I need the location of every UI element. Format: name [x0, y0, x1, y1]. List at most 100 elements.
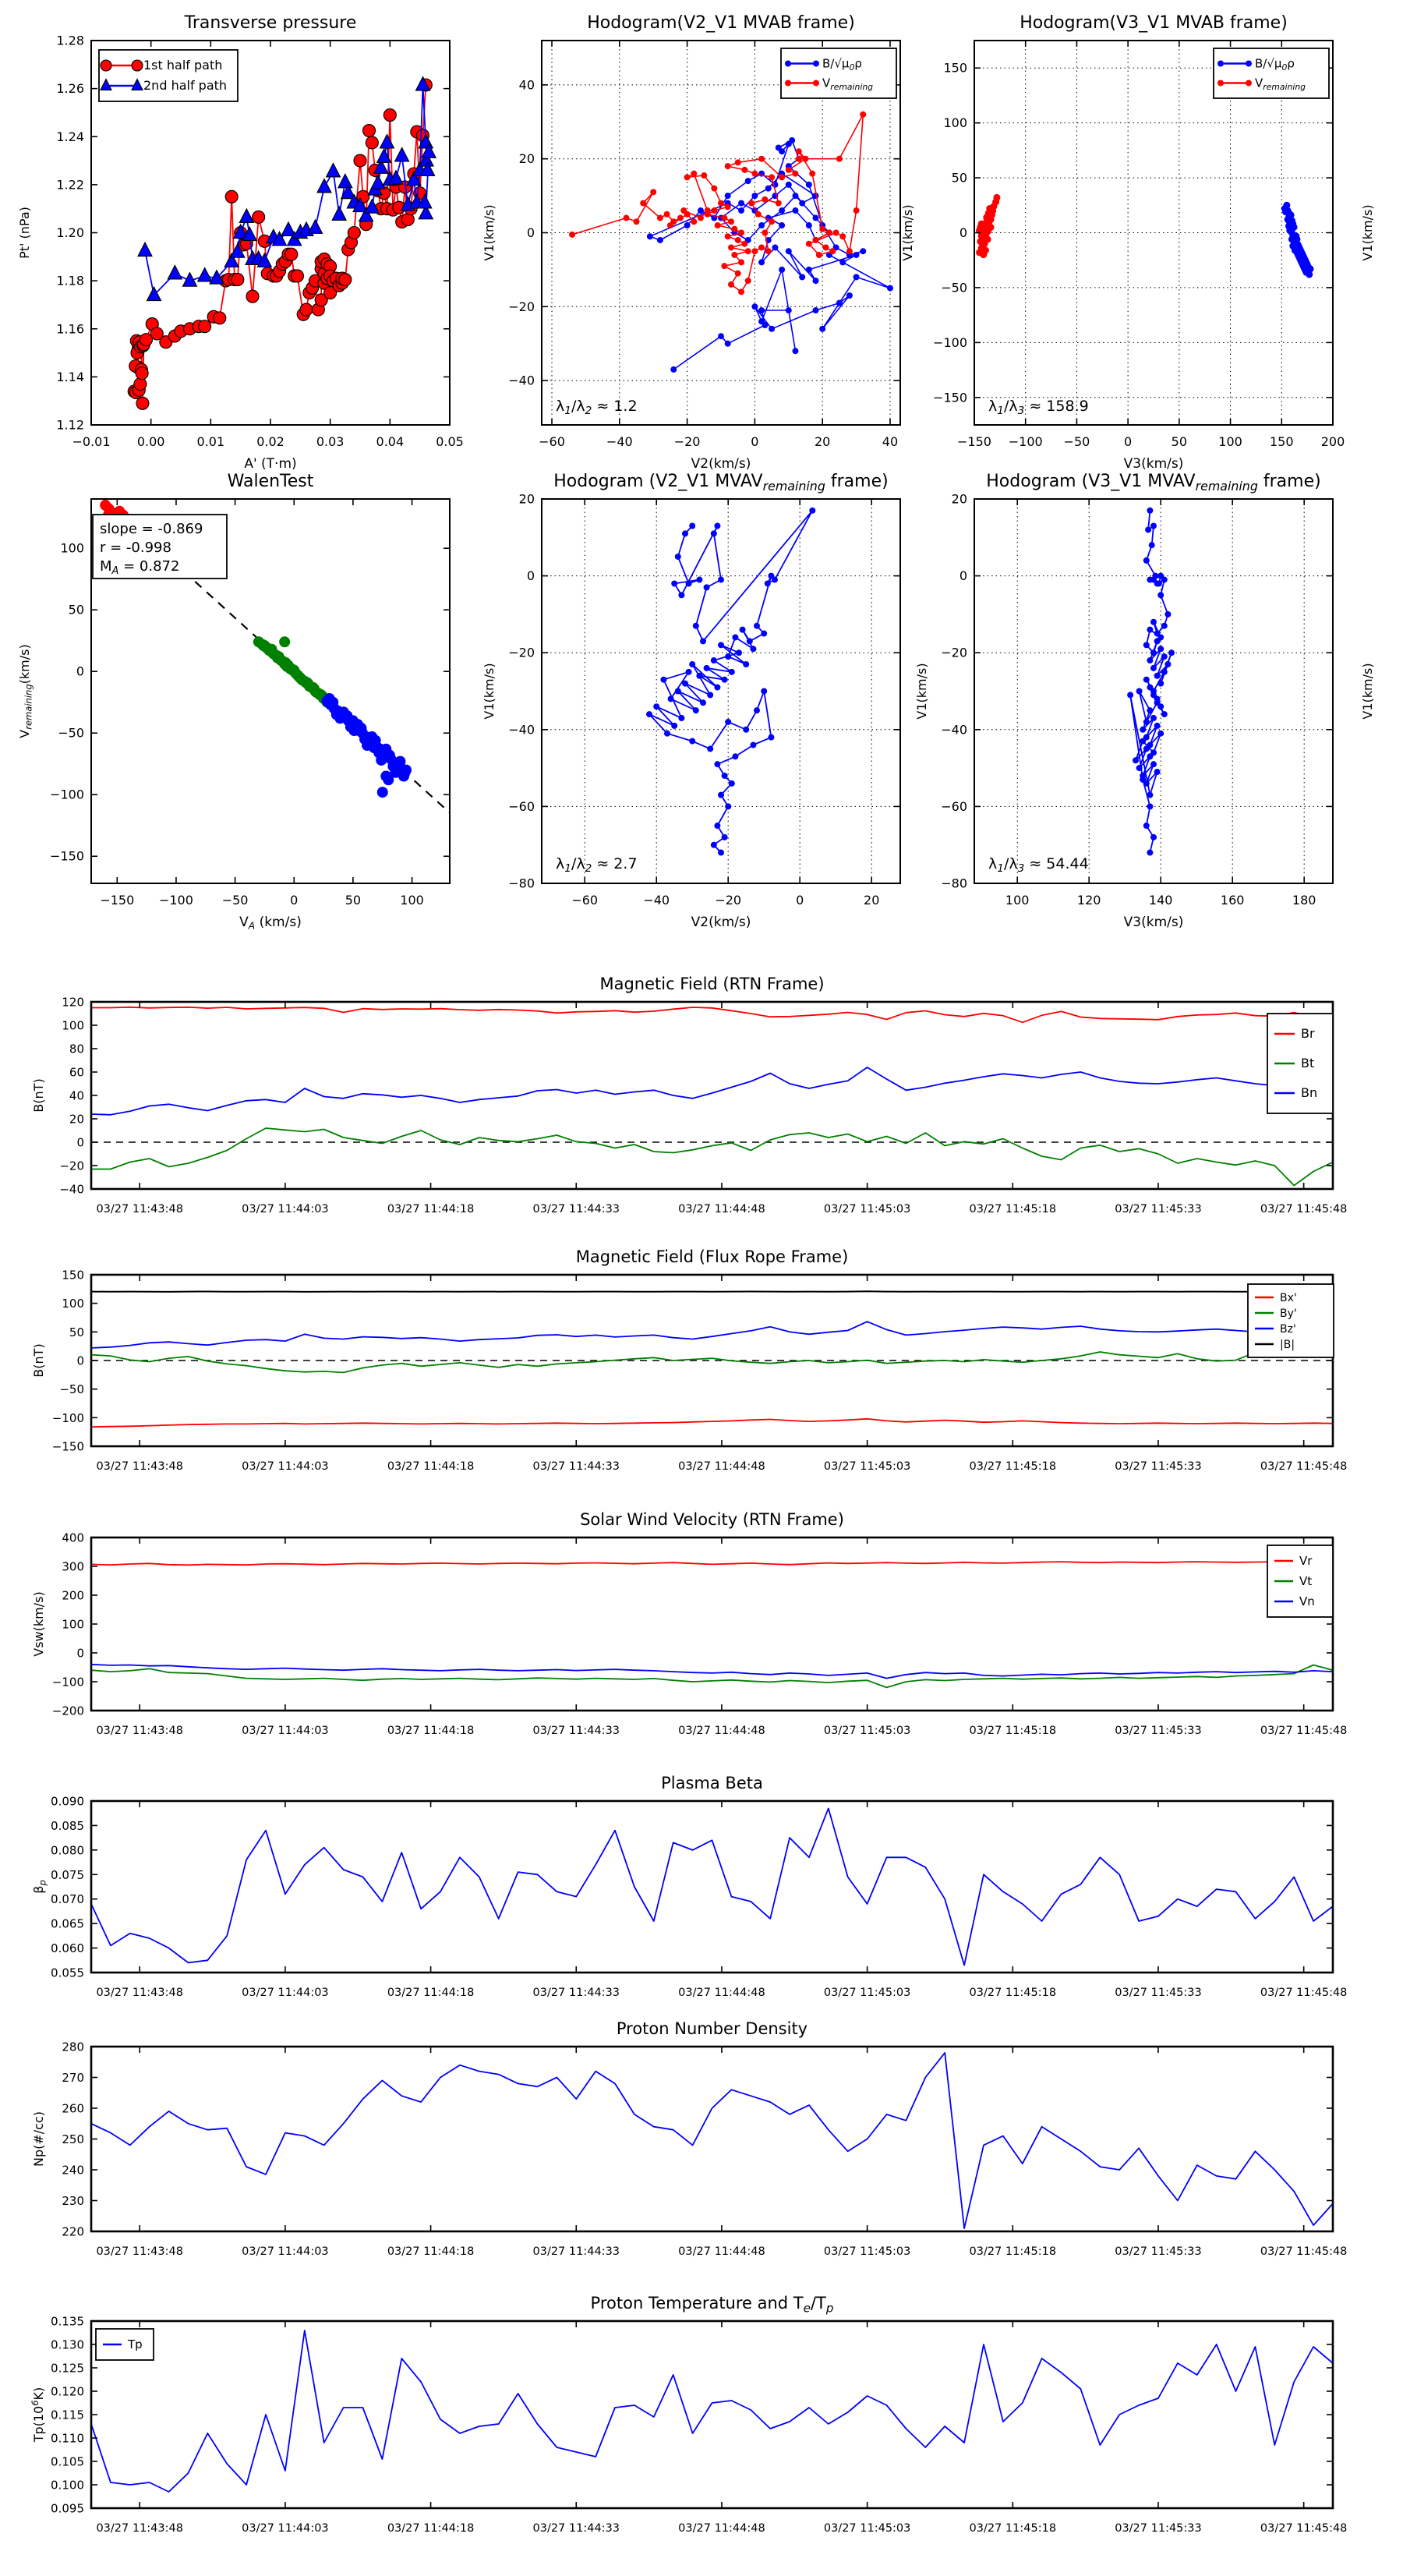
x-tick-label: 03/27 11:45:18	[970, 2522, 1057, 2535]
y-tick-label: −150	[52, 1440, 84, 1454]
y-tick-label: 0	[76, 664, 84, 679]
panel-solar-wind-velocity: 03/27 11:43:48 03/27 11:44:03 03/27 11:44:…	[31, 1510, 1347, 1737]
y-tick-label: 280	[62, 2040, 84, 2054]
legend-label: Vremaining	[1255, 76, 1306, 92]
x-tick-label: 140	[1149, 893, 1173, 908]
y-tick-label: 270	[62, 2071, 84, 2085]
y-tick-label: 20	[519, 151, 535, 166]
series-By-prime	[91, 1348, 1333, 1374]
legend-box	[98, 49, 239, 102]
x-axis-label: V2(km/s)	[691, 915, 751, 930]
legend-box	[1213, 48, 1330, 99]
x-tick-label: 03/27 11:44:48	[678, 2522, 765, 2535]
x-tick-label: 120	[1077, 893, 1101, 908]
x-tick-label: 03/27 11:45:48	[1260, 2245, 1348, 2258]
y-axis-label-right: V1(km/s)	[1360, 204, 1375, 260]
y-tick-label: 0	[527, 225, 535, 240]
y-tick-label: 100	[62, 1618, 84, 1632]
series-line	[91, 2330, 1333, 2493]
legend: Vr Vt Vn	[1267, 1545, 1334, 1618]
legend: B/√μ0ρ Vremaining	[1213, 48, 1330, 99]
x-tick-label: −50	[1064, 434, 1090, 449]
y-tick-label: −100	[933, 335, 967, 350]
y-tick-label: 0.055	[51, 1966, 84, 1980]
panel-title: WalenTest	[228, 472, 314, 491]
y-tick-label: 0.060	[51, 1941, 84, 1955]
x-tick-label: 03/27 11:45:33	[1115, 1203, 1202, 1215]
annotation: slope = -0.869 r = -0.998 MA = 0.872	[92, 514, 228, 579]
axes-frame	[541, 498, 901, 884]
y-tick-label: −100	[52, 1411, 84, 1425]
x-tick-label: 03/27 11:44:18	[387, 2245, 475, 2258]
panel-magnetic-field-flux-rope: 03/27 11:43:48 03/27 11:44:03 03/27 11:44:…	[31, 1247, 1347, 1473]
y-tick-label: 40	[69, 1089, 84, 1103]
x-tick-label: 03/27 11:44:33	[533, 1203, 620, 1215]
x-tick-label: 03/27 11:44:33	[533, 2245, 620, 2258]
x-tick-label: 100	[1005, 893, 1030, 908]
x-tick-label: 03/27 11:44:18	[387, 1460, 475, 1473]
plot-area-proton-number-density	[91, 2052, 1333, 2229]
panel-hodogram-v3v1-mvav: 100 120 140 160 180 −80 −60 −40 −20 0 20 Hodogram (…	[914, 472, 1375, 930]
y-tick-label: −40	[941, 722, 967, 737]
panel-hodogram-v2v1-mvav: −60 −40 −20 0 20 −80 −60 −40 −20 0 20 Hodogram (V2_…	[482, 472, 901, 930]
legend-label: |B|	[1280, 1339, 1295, 1351]
axes-frame	[90, 2319, 1334, 2510]
x-tick-label: 03/27 11:44:03	[242, 1987, 329, 1999]
y-tick-label: −60	[941, 799, 967, 814]
x-tick-label: 150	[1270, 434, 1294, 449]
x-tick-label: −150	[957, 434, 991, 449]
panel-hodogram-v3v1-mvab: −150 −100 −50 0 50 100 150 200 −150 −100 −50 0 50 100…	[900, 13, 1375, 472]
series-line	[91, 1321, 1333, 1349]
y-axis-label: Vsw(km/s)	[31, 1591, 46, 1656]
x-tick-label: 03/27 11:44:03	[242, 2245, 329, 2258]
y-tick-label: −100	[50, 787, 84, 802]
x-tick-label: 20	[864, 893, 879, 908]
legend-label: Bt	[1301, 1056, 1314, 1070]
legend: Br Bt Bn	[1267, 1013, 1334, 1114]
y-tick-label: 260	[62, 2102, 84, 2116]
annotation-box	[92, 514, 228, 579]
y-axis-label: B(nT)	[31, 1343, 46, 1377]
annotation-text: λ1/λ3 ≈ 158.9	[988, 398, 1089, 417]
series-line	[91, 1417, 1333, 1428]
annotation: λ1/λ2 ≈ 1.2	[556, 398, 638, 417]
x-tick-label: 03/27 11:45:03	[824, 1725, 911, 1737]
panel-title: Hodogram (V2_V1 MVAVremaining frame)	[553, 472, 888, 494]
y-tick-label: 0.065	[51, 1917, 84, 1931]
axes-frame	[90, 2045, 1334, 2233]
y-tick-label: 100	[943, 115, 967, 130]
legend-box	[780, 48, 897, 99]
x-tick-label: −0.01	[72, 434, 110, 449]
panel-title: Transverse pressure	[184, 13, 357, 33]
y-tick-label: 1.16	[56, 321, 84, 336]
x-tick-label: −60	[539, 434, 565, 449]
legend-label: 1st half path	[143, 58, 222, 73]
panel-transverse-pressure: −0.01 0.00 0.01 0.02 0.03 0.04 0.05 1.12 1.14 1.1…	[17, 13, 464, 472]
x-tick-label: 03/27 11:45:18	[970, 2245, 1057, 2258]
series-line	[91, 1067, 1333, 1116]
legend: 1st half path 2nd half path	[98, 49, 239, 102]
y-tick-label: −80	[941, 876, 967, 891]
series-line	[91, 2052, 1333, 2229]
y-tick-label: 50	[952, 171, 967, 186]
x-tick-label: 03/27 11:44:48	[678, 1987, 765, 1999]
x-tick-label: −100	[159, 893, 193, 908]
x-tick-label: 03/27 11:45:48	[1260, 1460, 1348, 1473]
y-tick-label: 50	[69, 603, 84, 617]
legend-label: Bz'	[1280, 1323, 1296, 1336]
y-tick-label: 0.115	[51, 2408, 84, 2422]
x-tick-label: 0.05	[436, 434, 464, 449]
series-line	[91, 1807, 1333, 1966]
x-tick-label: 40	[882, 434, 898, 449]
y-tick-label: −60	[508, 799, 535, 814]
y-tick-label: 250	[62, 2132, 84, 2146]
series-line	[91, 1664, 1333, 1689]
annotation-line: slope = -0.869	[100, 521, 203, 537]
y-tick-label: −20	[508, 299, 535, 314]
y-tick-label: 60	[69, 1066, 84, 1080]
x-tick-label: 03/27 11:43:48	[96, 1460, 183, 1473]
panel-title: Magnetic Field (Flux Rope Frame)	[576, 1247, 849, 1266]
x-tick-label: 03/27 11:43:48	[96, 2522, 183, 2535]
legend-label: Bn	[1301, 1085, 1317, 1100]
y-tick-label: −20	[59, 1159, 84, 1173]
